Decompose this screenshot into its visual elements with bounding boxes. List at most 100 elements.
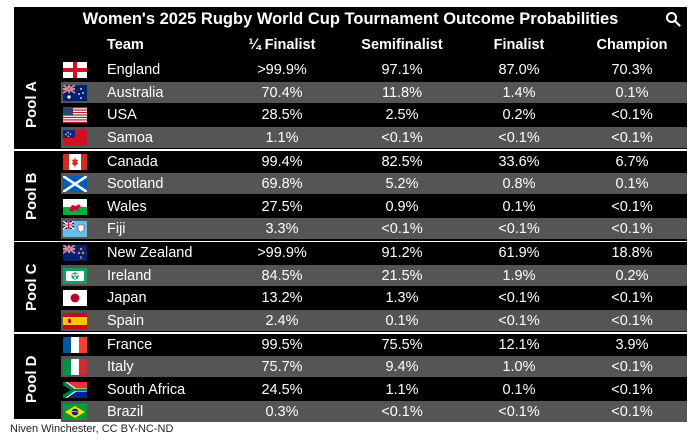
cell-semifinalist: 0.1% xyxy=(385,312,419,329)
cell-champion: <0.1% xyxy=(611,107,653,124)
cell-semifinalist: 0.9% xyxy=(385,198,419,215)
england-flag-icon xyxy=(63,62,87,78)
ireland-flag-icon xyxy=(63,267,87,284)
table-row: South Africa 24.5% 1.1% 0.1% <0.1% xyxy=(61,378,687,400)
south-africa-flag-icon xyxy=(63,381,87,398)
cell-champion: <0.1% xyxy=(611,221,653,238)
team-name: Brazil xyxy=(107,404,144,421)
cell-champion: <0.1% xyxy=(611,359,653,376)
cell-semifinalist: 97.1% xyxy=(381,62,423,78)
france-flag-icon xyxy=(63,336,87,353)
cell-quarterfinalist: 1.1% xyxy=(265,129,299,146)
team-name: Italy xyxy=(107,359,134,376)
pool-divider xyxy=(14,149,687,151)
cell-champion: 6.7% xyxy=(615,153,649,170)
cell-semifinalist: 5.2% xyxy=(385,176,419,193)
cell-quarterfinalist: 24.5% xyxy=(261,381,303,398)
pool-label-box: Pool B xyxy=(14,151,49,242)
chart-frame: Women's 2025 Rugby World Cup Tournament … xyxy=(14,7,687,423)
team-name: England xyxy=(107,62,161,78)
pool-label: Pool C xyxy=(23,263,40,312)
cell-champion: 0.1% xyxy=(615,84,649,101)
scotland-flag-icon xyxy=(63,176,87,193)
samoa-flag-icon xyxy=(63,129,87,146)
cell-semifinalist: 75.5% xyxy=(381,336,423,353)
new-zealand-flag-icon xyxy=(63,245,87,261)
table-row: Wales 27.5% 0.9% 0.1% <0.1% xyxy=(61,195,687,217)
table-row: Italy 75.7% 9.4% 1.0% <0.1% xyxy=(61,356,687,378)
table-row: Canada 99.4% 82.5% 33.6% 6.7% xyxy=(61,150,687,172)
cell-quarterfinalist: 27.5% xyxy=(261,198,303,215)
team-name: Australia xyxy=(107,84,164,101)
column-header-champion: Champion xyxy=(596,37,668,53)
table-row: Japan 13.2% 1.3% <0.1% <0.1% xyxy=(61,287,687,309)
cell-finalist: 12.1% xyxy=(498,336,540,353)
cell-finalist: <0.1% xyxy=(498,404,540,421)
japan-flag-icon xyxy=(63,290,87,307)
column-header-quarterfinalist: ¼ Finalist xyxy=(248,37,316,53)
cell-champion: 0.2% xyxy=(615,267,649,284)
pool-label: Pool A xyxy=(23,80,40,128)
pool-divider xyxy=(14,240,687,243)
cell-champion: <0.1% xyxy=(611,129,653,146)
team-name: Wales xyxy=(107,198,147,215)
column-header-semifinalist: Semifinalist xyxy=(361,37,443,53)
team-name: Samoa xyxy=(107,129,153,146)
cell-semifinalist: <0.1% xyxy=(381,129,423,146)
pool-label: Pool B xyxy=(23,172,40,220)
cell-quarterfinalist: 2.4% xyxy=(265,312,299,329)
pool-divider xyxy=(14,332,687,334)
australia-flag-icon xyxy=(63,84,87,101)
cell-quarterfinalist: 99.4% xyxy=(261,153,303,170)
cell-quarterfinalist: 75.7% xyxy=(261,359,303,376)
cell-finalist: 1.9% xyxy=(502,267,536,284)
cell-finalist: 0.8% xyxy=(502,176,536,193)
pool-label-box: Pool D xyxy=(14,334,49,425)
cell-champion: 18.8% xyxy=(611,245,653,261)
team-name: Scotland xyxy=(107,176,164,193)
cell-semifinalist: 91.2% xyxy=(381,245,423,261)
cell-finalist: 0.1% xyxy=(502,198,536,215)
table-row: France 99.5% 75.5% 12.1% 3.9% xyxy=(61,333,687,355)
team-name: Canada xyxy=(107,153,158,170)
cell-finalist: <0.1% xyxy=(498,290,540,307)
team-name: Ireland xyxy=(107,267,152,284)
pool-label-box: Pool C xyxy=(14,242,49,333)
table-row: Fiji 3.3% <0.1% <0.1% <0.1% xyxy=(61,218,687,240)
cell-quarterfinalist: 0.3% xyxy=(265,404,299,421)
pool-label: Pool D xyxy=(23,355,40,403)
table-row: Spain 2.4% 0.1% <0.1% <0.1% xyxy=(61,309,687,331)
cell-quarterfinalist: 13.2% xyxy=(261,290,303,307)
cell-semifinalist: 2.5% xyxy=(385,107,419,124)
cell-quarterfinalist: 69.8% xyxy=(261,176,303,193)
table-row: Brazil 0.3% <0.1% <0.1% <0.1% xyxy=(61,401,687,423)
cell-champion: 0.1% xyxy=(615,176,649,193)
cell-finalist: <0.1% xyxy=(498,129,540,146)
cell-semifinalist: <0.1% xyxy=(381,221,423,238)
italy-flag-icon xyxy=(63,359,87,376)
cell-quarterfinalist: 3.3% xyxy=(265,221,299,238)
cell-semifinalist: 1.1% xyxy=(385,381,419,398)
search-icon[interactable] xyxy=(665,11,681,27)
team-name: Japan xyxy=(107,290,147,307)
cell-quarterfinalist: >99.9% xyxy=(257,245,307,261)
cell-finalist: 87.0% xyxy=(498,62,540,78)
table-row: USA 28.5% 2.5% 0.2% <0.1% xyxy=(61,104,687,126)
cell-champion: <0.1% xyxy=(611,381,653,398)
wales-flag-icon xyxy=(63,198,87,215)
cell-semifinalist: 1.3% xyxy=(385,290,419,307)
team-name: New Zealand xyxy=(107,245,193,261)
cell-semifinalist: 9.4% xyxy=(385,359,419,376)
table-row: New Zealand >99.9% 91.2% 61.9% 18.8% xyxy=(61,242,687,263)
cell-champion: <0.1% xyxy=(611,198,653,215)
cell-champion: <0.1% xyxy=(611,290,653,307)
cell-finalist: <0.1% xyxy=(498,312,540,329)
brazil-flag-icon xyxy=(63,404,87,421)
column-header-team: Team xyxy=(107,37,144,53)
cell-finalist: 0.2% xyxy=(502,107,536,124)
cell-champion: <0.1% xyxy=(611,312,653,329)
cell-semifinalist: <0.1% xyxy=(381,404,423,421)
canada-flag-icon xyxy=(63,153,87,170)
table-row: Australia 70.4% 11.8% 1.4% 0.1% xyxy=(61,81,687,103)
chart-title: Women's 2025 Rugby World Cup Tournament … xyxy=(82,10,619,28)
